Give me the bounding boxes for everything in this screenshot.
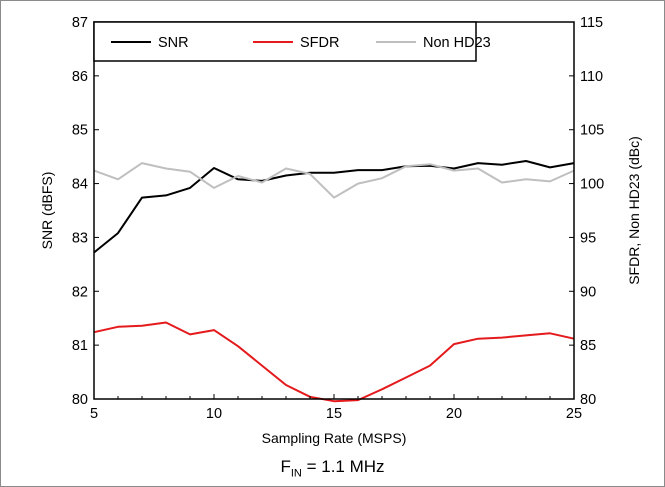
series-line-snr: [93, 160, 575, 254]
y-left-tick-label: 81: [72, 338, 88, 354]
plot-frame: [93, 21, 575, 400]
series-line-non-hd23: [93, 162, 575, 199]
x-tick-label: 5: [90, 406, 98, 422]
series-line-sfdr: [93, 321, 575, 403]
y-right-tick-label: 80: [580, 392, 596, 408]
caption-subscript: IN: [290, 467, 302, 480]
legend-label-snr: SNR: [158, 35, 189, 51]
y-left-tick-label: 84: [72, 177, 88, 193]
y-left-tick-label: 86: [72, 69, 88, 85]
y-left-tick-label: 87: [72, 15, 88, 31]
y-right-tick-label: 105: [580, 123, 604, 139]
y-left-tick-label: 85: [72, 123, 88, 139]
x-tick-label: 10: [206, 406, 222, 422]
x-tick-label: 25: [566, 406, 582, 422]
x-axis-title: Sampling Rate (MSPS): [262, 430, 407, 446]
x-tick-label: 20: [446, 406, 462, 422]
caption-rest: = 1.1 MHz: [301, 457, 385, 476]
legend-label-non-hd23: Non HD23: [423, 35, 491, 51]
caption-base: F: [280, 457, 291, 476]
y-right-axis-title: SFDR, Non HD23 (dBc): [626, 136, 642, 285]
series-group: [93, 160, 575, 403]
y-left-axis-title: SNR (dBFS): [39, 172, 55, 250]
legend-label-sfdr: SFDR: [300, 35, 339, 51]
legend: SNR SFDR Non HD23: [93, 21, 491, 62]
y-right-tick-label: 95: [580, 230, 596, 246]
y-left-tick-label: 80: [72, 392, 88, 408]
y-right-tick-label: 100: [580, 177, 604, 193]
y-right-tick-label: 110: [580, 69, 603, 85]
chart-caption: FIN = 1.1 MHz: [1, 457, 664, 479]
x-tick-label: 15: [326, 406, 342, 422]
y-right-tick-label: 115: [580, 15, 603, 31]
y-left-tick-label: 82: [72, 284, 88, 300]
y-right-tick-label: 90: [580, 284, 596, 300]
y-right-tick-label: 85: [580, 338, 596, 354]
y-left-tick-label: 83: [72, 230, 88, 246]
